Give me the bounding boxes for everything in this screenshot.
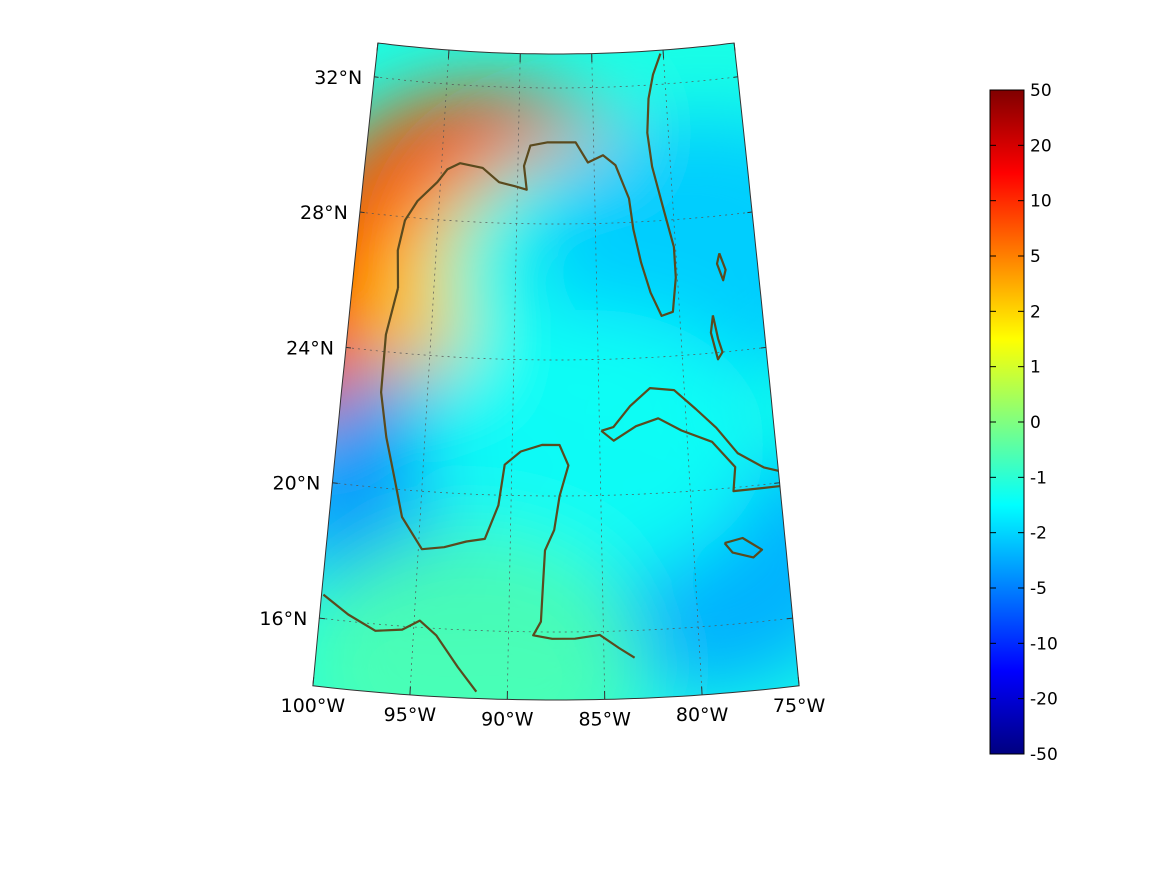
lon-tick-label: 80°W bbox=[676, 704, 729, 726]
field-regions bbox=[312, 87, 800, 700]
coastline-segment bbox=[322, 593, 478, 693]
colorbar-tick-label: 2 bbox=[1030, 302, 1041, 322]
coastline-segment bbox=[396, 53, 677, 317]
lat-tick-label: 32°N bbox=[314, 67, 362, 89]
colorbar-tick-label: -5 bbox=[1030, 579, 1047, 599]
lat-frame-tick bbox=[747, 211, 753, 214]
colorbar-tick-label: -1 bbox=[1030, 468, 1047, 488]
lon-tick-label: 90°W bbox=[481, 708, 534, 730]
lon-tick-label: 75°W bbox=[773, 695, 826, 717]
lat-frame-tick bbox=[374, 76, 379, 78]
colorbar-tick-label: 5 bbox=[1030, 247, 1041, 267]
lat-tick-label: 20°N bbox=[273, 473, 321, 495]
lon-tick-label: 85°W bbox=[578, 708, 631, 730]
parallel-line bbox=[319, 617, 793, 633]
colorbar-tick-label: 20 bbox=[1030, 136, 1052, 156]
coastline-segment bbox=[723, 536, 764, 559]
latitude-tick-labels: 16°N 20°N 24°N 28°N 32°N bbox=[259, 67, 362, 630]
frame-ticks bbox=[312, 42, 800, 700]
lat-frame-tick bbox=[332, 482, 338, 484]
colorbar-tick-label: 0 bbox=[1030, 413, 1041, 433]
region-central-america-pacific bbox=[312, 529, 645, 700]
lat-frame-tick bbox=[319, 617, 326, 620]
colorbar-tick-label: 50 bbox=[1030, 81, 1052, 101]
coastline-segment bbox=[715, 252, 727, 282]
coastline-segment bbox=[380, 287, 636, 659]
lon-frame-tick bbox=[447, 50, 450, 59]
lon-frame-tick bbox=[312, 677, 315, 686]
longitude-tick-labels: 100°W 95°W 90°W 85°W 80°W 75°W bbox=[281, 695, 826, 731]
lat-frame-tick bbox=[786, 617, 793, 620]
lat-frame-tick bbox=[774, 482, 780, 484]
lon-frame-tick bbox=[733, 42, 736, 52]
lon-tick-label: 95°W bbox=[384, 704, 437, 726]
lon-frame-tick bbox=[662, 50, 665, 59]
lat-frame-tick bbox=[345, 346, 352, 349]
colorbar-tick-label: -50 bbox=[1030, 745, 1058, 765]
lon-tick-label: 100°W bbox=[281, 695, 346, 717]
graticule bbox=[319, 49, 793, 700]
parallel-line bbox=[345, 347, 767, 361]
coastline-segment bbox=[709, 315, 724, 361]
parallel-line bbox=[374, 76, 738, 89]
lat-tick-label: 28°N bbox=[300, 202, 348, 224]
colorbar-tick-label: 10 bbox=[1030, 192, 1052, 212]
lat-frame-tick bbox=[760, 346, 767, 349]
lat-tick-label: 24°N bbox=[286, 337, 334, 359]
colorbar-tick-label: -10 bbox=[1030, 634, 1058, 654]
lon-frame-tick bbox=[797, 677, 800, 686]
parallel-line bbox=[332, 482, 780, 497]
colorbar-tick-label: 1 bbox=[1030, 358, 1041, 378]
coastlines bbox=[322, 53, 795, 693]
lon-frame-tick bbox=[376, 42, 379, 52]
colorbar-tick-label: -2 bbox=[1030, 524, 1047, 544]
region-yucatan-channel bbox=[416, 309, 766, 580]
lat-frame-tick bbox=[359, 211, 365, 214]
lat-frame-tick bbox=[733, 76, 738, 78]
data-field bbox=[312, 43, 800, 700]
lat-tick-label: 16°N bbox=[259, 608, 307, 630]
colorbar-tick-label: -20 bbox=[1030, 690, 1058, 710]
